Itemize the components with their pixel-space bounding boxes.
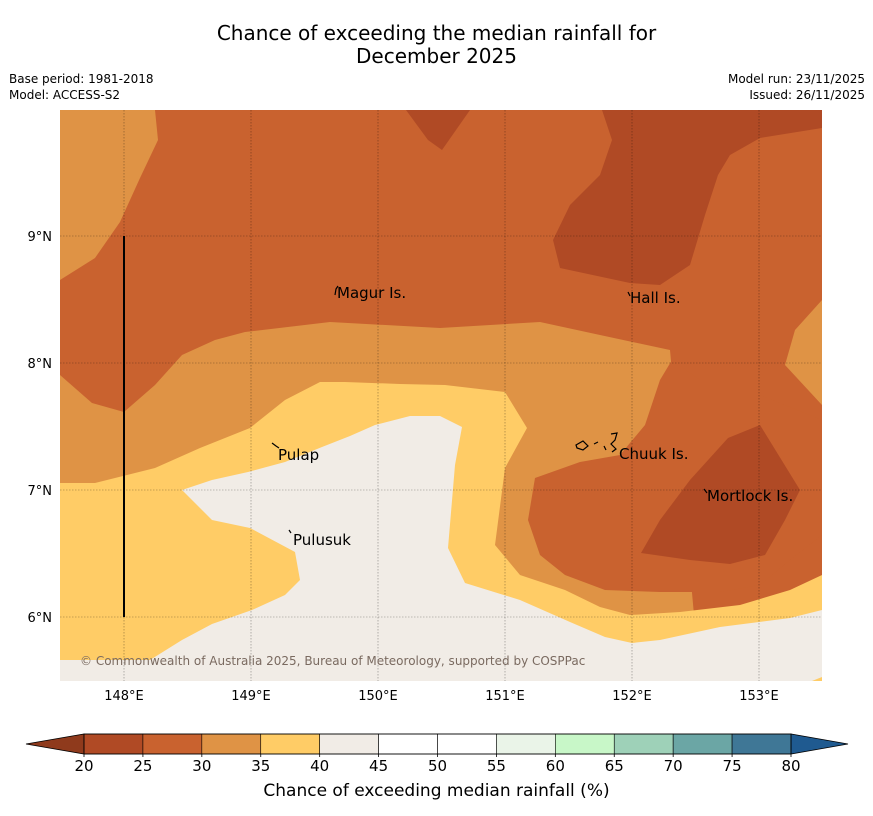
colorbar-tick-label: 45	[369, 757, 388, 775]
lat-tick-9: 9°N	[28, 230, 53, 245]
colorbar-swatch	[378, 733, 438, 755]
map-plot-area: Magur Is. Hall Is. Pulap Chuuk Is. Mortl…	[60, 110, 822, 681]
lat-tick-labels: 9°N 8°N 7°N 6°N	[28, 230, 53, 626]
colorbar: 20 25 30 35 40 45 50 55 60 65 70 75 80	[25, 733, 849, 775]
label-pulap: Pulap	[278, 446, 319, 464]
chuuk-island-outline-3	[610, 432, 618, 453]
zone-20-25-north	[553, 110, 822, 285]
colorbar-tick-label: 50	[428, 757, 447, 775]
colorbar-tick-label: 55	[487, 757, 506, 775]
colorbar-tick-label: 35	[251, 757, 270, 775]
zone-20-25-notch	[406, 110, 470, 150]
island-outlines	[271, 285, 708, 534]
lon-tick-149: 149°E	[231, 689, 271, 704]
colorbar-swatch	[496, 733, 556, 755]
colorbar-tick-label: 60	[546, 757, 565, 775]
colorbar-swatch	[260, 733, 320, 755]
copyright-notice: © Commonwealth of Australia 2025, Bureau…	[80, 654, 585, 668]
meta-left: Base period: 1981-2018 Model: ACCESS-S2	[9, 71, 154, 103]
title-line-1: Chance of exceeding the median rainfall …	[216, 21, 657, 45]
label-chuuk: Chuuk Is.	[619, 445, 688, 463]
lat-tick-7: 7°N	[28, 484, 53, 499]
colorbar-over-arrow	[790, 733, 849, 755]
colorbar-swatch	[437, 733, 497, 755]
lon-tick-151: 151°E	[485, 689, 525, 704]
label-hall: Hall Is.	[630, 289, 681, 307]
title-line-2: December 2025	[356, 44, 517, 68]
model-run: Model run: 23/11/2025	[727, 72, 865, 86]
label-pulusuk: Pulusuk	[293, 531, 351, 549]
base-period: Base period: 1981-2018	[9, 72, 154, 86]
lon-tick-153: 153°E	[739, 689, 779, 704]
colorbar-tick-label: 70	[664, 757, 683, 775]
lon-tick-labels: 148°E 149°E 150°E 151°E 152°E 153°E	[104, 689, 779, 704]
chuuk-island-outline-1	[575, 440, 589, 451]
colorbar-swatch	[142, 733, 203, 755]
pulap-island-outline	[271, 442, 280, 449]
zone-20-25-southeast	[641, 425, 800, 564]
zone-40-45	[60, 416, 822, 681]
hall-island-outline	[627, 291, 631, 297]
meta-right: Model run: 23/11/2025 Issued: 26/11/2025	[728, 71, 865, 103]
colorbar-swatch	[672, 733, 733, 755]
colorbar-tick-label: 80	[781, 757, 800, 775]
issued-date: Issued: 26/11/2025	[749, 88, 865, 102]
colorbar-swatch	[731, 733, 792, 755]
colorbar-swatch	[319, 733, 379, 755]
colorbar-swatch	[201, 733, 262, 755]
colorbar-swatch	[613, 733, 674, 755]
colorbar-tick-label: 20	[74, 757, 93, 775]
colorbar-swatch	[555, 733, 615, 755]
colorbar-under-arrow	[25, 733, 85, 755]
lon-tick-150: 150°E	[358, 689, 398, 704]
map-title: Chance of exceeding the median rainfall …	[0, 22, 873, 68]
mortlock-island-outline	[703, 488, 708, 494]
lon-tick-148: 148°E	[104, 689, 144, 704]
label-mortlock: Mortlock Is.	[707, 487, 793, 505]
colorbar-tick-label: 30	[192, 757, 211, 775]
colorbar-tick-label: 25	[133, 757, 152, 775]
colorbar-swatch	[83, 733, 144, 755]
colorbar-tick-label: 40	[310, 757, 329, 775]
label-magur: Magur Is.	[337, 284, 406, 302]
lat-tick-6: 6°N	[28, 611, 53, 626]
colorbar-tick-label: 75	[723, 757, 742, 775]
magur-island-outline	[334, 285, 339, 296]
chuuk-island-outline-2	[593, 441, 607, 451]
lat-tick-8: 8°N	[28, 357, 53, 372]
colorbar-label: Chance of exceeding median rainfall (%)	[263, 781, 610, 801]
place-labels: Magur Is. Hall Is. Pulap Chuuk Is. Mortl…	[278, 284, 793, 549]
model-name: Model: ACCESS-S2	[9, 88, 121, 102]
pulusuk-island-outline	[288, 529, 292, 534]
lon-tick-152: 152°E	[612, 689, 652, 704]
colorbar-tick-label: 65	[605, 757, 624, 775]
